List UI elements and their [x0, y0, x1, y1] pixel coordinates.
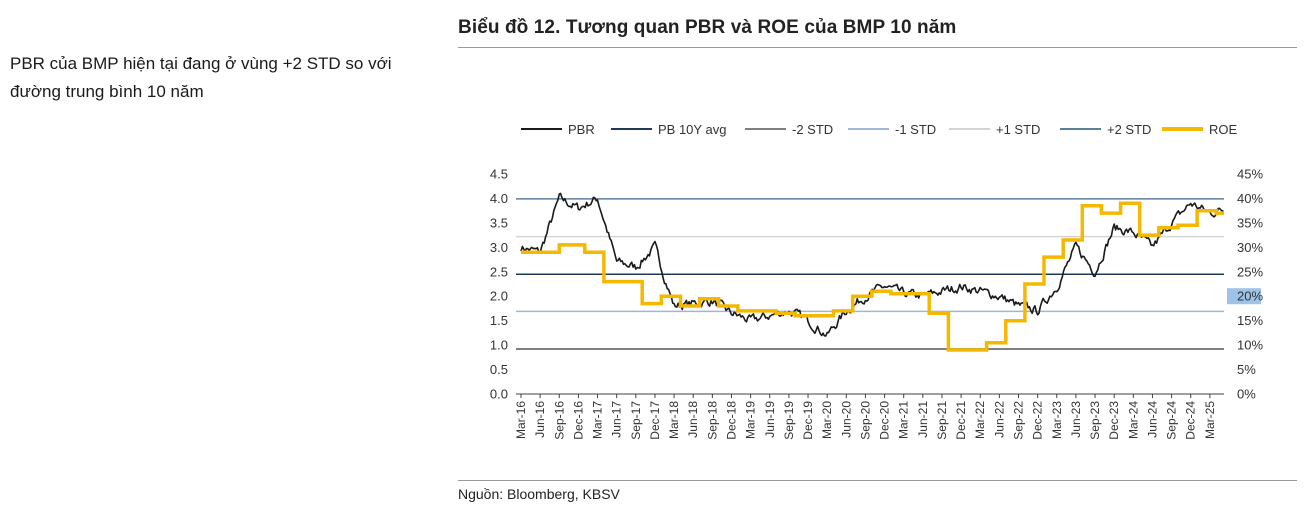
x-tick-label: Sep-19: [782, 401, 796, 440]
y-left-tick-label: 0.0: [490, 387, 508, 402]
legend-label-m2std: -2 STD: [792, 122, 833, 137]
x-tick-label: Mar-20: [820, 401, 834, 439]
x-tick-label: Dec-24: [1184, 401, 1198, 440]
std-bands: [516, 198, 1224, 351]
x-tick-label: Sep-18: [705, 401, 719, 440]
pbr-roe-chart: PBR PB 10Y avg -2 STD -1 STD +1 STD +2 STD ROE…: [490, 122, 1264, 440]
y-left-tick-label: 0.5: [490, 362, 508, 377]
y-left-tick-label: 4.0: [490, 191, 508, 206]
x-tick-label: Mar-22: [973, 401, 987, 439]
legend-label-pbr: PBR: [568, 122, 595, 137]
y-right-tick-label: 30%: [1237, 240, 1263, 255]
x-tick-label: Mar-21: [897, 401, 911, 439]
x-tick-label: Dec-18: [724, 401, 738, 440]
x-tick-label: Dec-17: [648, 401, 662, 440]
legend-label-m1std: -1 STD: [895, 122, 936, 137]
y-right-tick-label: 15%: [1237, 313, 1263, 328]
x-tick-label: Mar-19: [744, 401, 758, 439]
x-tick-label: Mar-23: [1050, 401, 1064, 439]
y-left-tick-label: 4.5: [490, 167, 508, 182]
legend-label-p2std: +2 STD: [1107, 122, 1151, 137]
x-tick-label: Sep-20: [858, 401, 872, 440]
x-tick-label: Jun-20: [839, 401, 853, 438]
x-tick-label: Mar-16: [514, 401, 528, 439]
y-right-tick-label: 40%: [1237, 191, 1263, 206]
y-left-tick-label: 2.0: [490, 289, 508, 304]
chart-legend: PBR PB 10Y avg -2 STD -1 STD +1 STD +2 STD ROE: [521, 122, 1238, 137]
x-tick-label: Dec-19: [801, 401, 815, 440]
pbr-line: [520, 192, 1224, 337]
x-tick-label: Dec-22: [1031, 401, 1045, 440]
x-tick-label: Jun-23: [1069, 401, 1083, 438]
legend-label-avg: PB 10Y avg: [658, 122, 726, 137]
x-tick-label: Dec-20: [878, 401, 892, 440]
y-right-tick-label: 0%: [1237, 387, 1256, 402]
commentary-text: PBR của BMP hiện tại đang ở vùng +2 STD …: [10, 54, 392, 101]
x-tick-label: Jun-24: [1145, 401, 1159, 438]
source-divider: [458, 480, 1297, 481]
x-tick-label: Mar-25: [1203, 401, 1217, 439]
x-tick-label: Jun-16: [533, 401, 547, 438]
x-tick-label: Dec-23: [1107, 401, 1121, 440]
x-tick-label: Sep-16: [552, 401, 566, 440]
roe-current-marker: [1227, 288, 1261, 305]
legend-label-roe: ROE: [1209, 122, 1238, 137]
y-right-tick-label: 35%: [1237, 215, 1263, 230]
x-tick-label: Sep-17: [629, 401, 643, 440]
chart-series: [520, 192, 1224, 352]
chart-title: Biểu đồ 12. Tương quan PBR và ROE của BM…: [458, 17, 957, 38]
y-right-tick-label: 45%: [1237, 167, 1263, 182]
y-left-tick-label: 2.5: [490, 264, 508, 279]
y-right-tick-label: 5%: [1237, 362, 1256, 377]
x-tick-label: Sep-23: [1088, 401, 1102, 440]
x-tick-label: Jun-17: [610, 401, 624, 438]
x-tick-label: Sep-21: [935, 401, 949, 440]
chart-axes: 0.0 0.5 1.0 1.5 2.0 2.5 3.0 3.5 4.0 4.5 0% 5% 10% 15%…: [490, 167, 1264, 440]
x-tick-label: Mar-18: [667, 401, 681, 439]
x-tick-label: Sep-22: [1012, 401, 1026, 440]
y-left-tick-label: 3.5: [490, 215, 508, 230]
x-tick-label: Jun-18: [686, 401, 700, 438]
x-tick-label: Jun-22: [992, 401, 1006, 438]
x-tick-label: Jun-21: [916, 401, 930, 438]
x-tick-label: Mar-24: [1126, 401, 1140, 439]
title-divider: [458, 47, 1297, 48]
y-left-tick-label: 3.0: [490, 240, 508, 255]
roe-line: [521, 201, 1224, 352]
x-tick-label: Dec-21: [954, 401, 968, 440]
y-right-tick-label: 25%: [1237, 264, 1263, 279]
x-tick-label: Jun-19: [763, 401, 777, 438]
y-right-tick-label: 20%: [1237, 289, 1263, 304]
y-right-tick-label: 10%: [1237, 338, 1263, 353]
x-tick-label: Sep-24: [1165, 401, 1179, 440]
legend-label-p1std: +1 STD: [996, 122, 1040, 137]
y-left-tick-label: 1.0: [490, 338, 508, 353]
source-note: Nguồn: Bloomberg, KBSV: [458, 486, 620, 502]
x-tick-label: Mar-17: [591, 401, 605, 439]
x-tick-label: Dec-16: [571, 401, 585, 440]
y-left-tick-label: 1.5: [490, 313, 508, 328]
